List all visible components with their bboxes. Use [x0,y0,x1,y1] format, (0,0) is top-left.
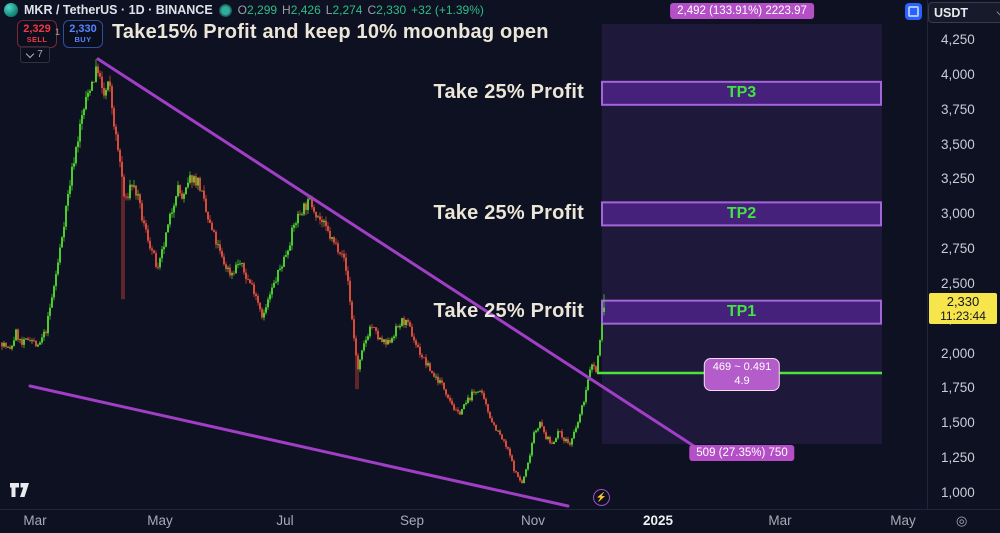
mkr-logo-icon [4,3,18,17]
close-value: 2,330 [376,3,407,17]
time-tick-label: Mar [23,513,47,528]
ohlc-readout: O2,299 H2,426 L2,274 C2,330 +32 (+1.39%) [237,3,484,17]
tp1-box-label[interactable]: TP1 [726,303,757,321]
symbol-title[interactable]: MKR / TetherUS · 1D · BINANCE [24,3,213,17]
price-tick-label: 2,500 [941,275,975,291]
time-tick-label: May [147,513,173,528]
time-tick-label: Jul [276,513,294,528]
price-tick-label: 3,500 [941,136,975,152]
last-price-value: 2,330 [946,293,980,309]
take-profit-label-tp2: Take 25% Profit [433,201,584,224]
tp-box [601,80,882,106]
position-stop-label[interactable]: 509 (27.35%) 750 [689,444,795,461]
price-axis-separator [927,0,928,509]
chevron-down-icon [25,49,35,58]
tp3-box-label[interactable]: TP3 [726,84,757,102]
price-tick-label: 1,500 [941,415,975,431]
price-tick-label: 2,750 [941,241,975,257]
drawings-count: 7 [37,49,43,60]
time-axis-separator [0,509,1000,510]
exchange-dot-icon [218,3,232,17]
currency-toggle-icon[interactable] [905,3,922,20]
price-tick-label: 3,000 [941,206,975,222]
change-value: +32 (+1.39%) [411,3,484,17]
low-value: 2,274 [332,3,363,17]
position-entry-label[interactable]: 469 ~ 0.491 4.9 [703,357,781,392]
chevron-down-icon [996,8,1000,15]
tp-box [601,299,882,325]
tp-box [601,201,882,227]
axis-settings-icon[interactable]: ◎ [956,513,968,528]
bar-countdown: 11:23:44 [940,308,986,323]
take-profit-label-tp1: Take 25% Profit [433,300,584,323]
trendline [96,57,702,452]
sell-button[interactable]: 2,329 SELL [17,20,57,48]
lightning-icon[interactable]: ⚡ [593,489,610,506]
high-value: 2,426 [290,3,321,17]
tp2-box-label[interactable]: TP2 [726,204,757,222]
entry-qty-value: 469 ~ 0.491 [712,360,772,373]
trendline [28,384,570,508]
price-tick-label: 4,250 [941,32,975,47]
risk-reward-value: 4.9 [734,374,750,387]
position-target-label[interactable]: 2,492 (133.91%) 2223.97 [670,3,814,19]
buy-button[interactable]: 2,330 BUY [63,20,103,48]
price-tick-label: 3,250 [941,171,975,187]
price-tick-label: 1,250 [941,450,975,466]
price-tick-label: 2,000 [941,345,975,361]
price-tick-label: 1,750 [941,380,975,396]
time-tick-label: Sep [399,513,425,528]
price-tick-label: 4,000 [941,66,975,82]
chart-annotation-title: Take15% Profit and keep 10% moonbag open [112,21,549,43]
tradingview-logo[interactable] [10,483,30,498]
time-tick-label: May [890,513,916,528]
time-tick-label: Mar [768,513,792,528]
open-value: 2,299 [247,3,278,17]
time-tick-label: 2025 [642,513,674,528]
price-tick-label: 1,000 [941,485,975,500]
symbol-legend[interactable]: MKR / TetherUS · 1D · BINANCE O2,299 H2,… [4,2,484,18]
take-profit-label-tp3: Take 25% Profit [433,81,584,104]
currency-label: USDT [934,5,969,20]
currency-dropdown[interactable]: USDT [928,2,1000,23]
drawings-collapse-button[interactable]: 7 [20,46,50,63]
candlestick-series [1,59,605,484]
time-tick-label: Nov [520,513,546,528]
spread-value: 1 [55,27,61,37]
last-price-badge: 2,330 11:23:44 [929,292,997,325]
price-tick-label: 3,750 [941,101,975,117]
